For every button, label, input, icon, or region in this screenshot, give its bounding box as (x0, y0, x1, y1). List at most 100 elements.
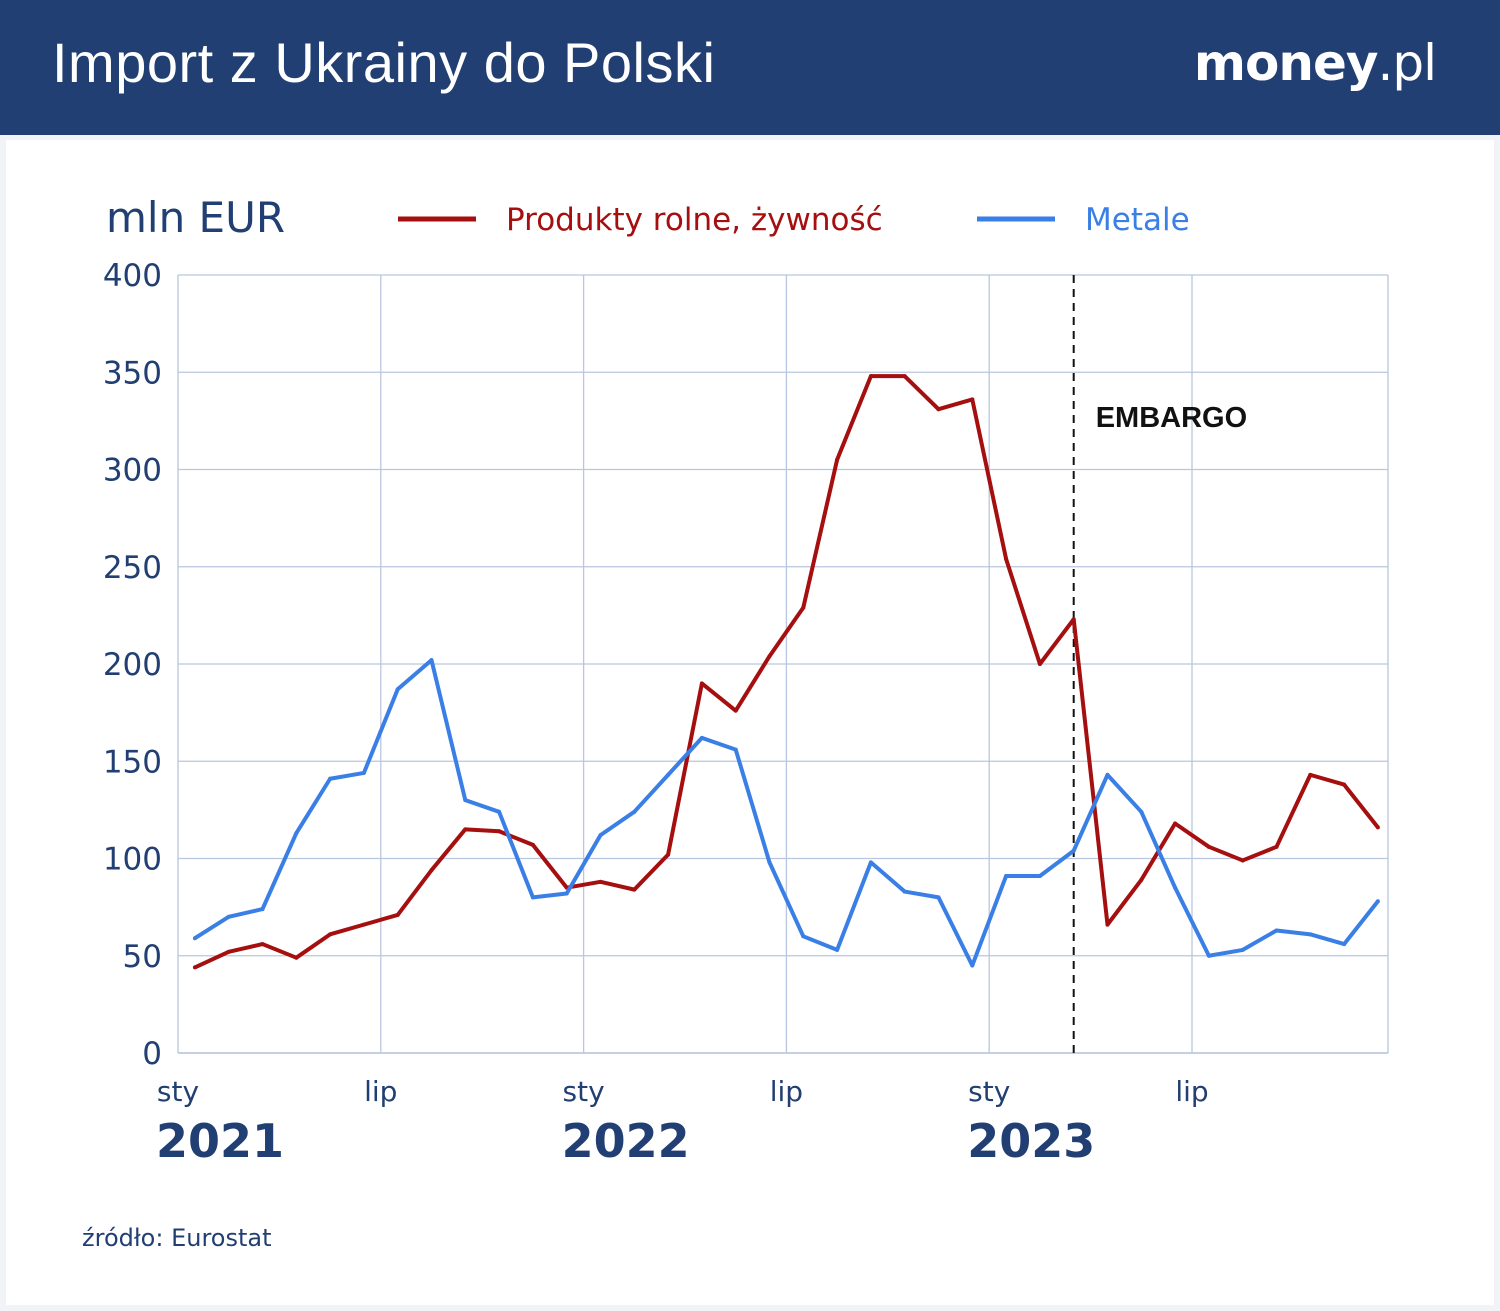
data-point (497, 809, 502, 814)
data-point (1308, 932, 1313, 937)
legend-label: Produkty rolne, żywność (506, 202, 883, 238)
data-point (1105, 772, 1110, 777)
data-point (1375, 825, 1380, 830)
data-point (936, 407, 941, 412)
data-point (328, 776, 333, 781)
data-point (1240, 858, 1245, 863)
data-point (1139, 809, 1144, 814)
y-tick-label: 250 (103, 550, 162, 586)
x-tick-label: lip (1175, 1075, 1208, 1108)
data-point (632, 809, 637, 814)
data-point (1071, 617, 1076, 622)
data-point (1004, 874, 1009, 879)
data-point (564, 891, 569, 896)
data-point (835, 947, 840, 952)
data-point (1105, 922, 1110, 927)
data-point (260, 907, 265, 912)
source-note: źródło: Eurostat (82, 1224, 272, 1252)
data-point (1004, 556, 1009, 561)
data-point (767, 860, 772, 865)
data-point (1206, 953, 1211, 958)
data-point (1342, 782, 1347, 787)
data-point (699, 681, 704, 686)
data-point (1308, 772, 1313, 777)
x-tick-label: sty (968, 1075, 1010, 1108)
data-point (463, 798, 468, 803)
data-point (1240, 947, 1245, 952)
header: Import z Ukrainy do Polski money.pl (0, 0, 1500, 135)
data-point (226, 949, 231, 954)
data-point (666, 772, 671, 777)
y-tick-label: 200 (103, 647, 162, 683)
data-point (395, 912, 400, 917)
y-tick-label: 400 (103, 258, 162, 294)
data-point (1206, 844, 1211, 849)
data-point (361, 770, 366, 775)
x-tick-label: lip (770, 1075, 803, 1108)
data-point (463, 827, 468, 832)
money-pl-logo: money.pl (1193, 34, 1437, 92)
data-point (192, 965, 197, 970)
data-point (936, 895, 941, 900)
data-point (328, 932, 333, 937)
series-line-metals (193, 658, 1380, 968)
y-axis-label: mln EUR (106, 193, 285, 242)
legend-label: Metale (1085, 202, 1190, 238)
series-line-agri (194, 374, 1380, 970)
data-point (598, 833, 603, 838)
data-point (970, 963, 975, 968)
y-tick-label: 150 (103, 744, 162, 780)
data-point (1139, 877, 1144, 882)
data-point (666, 852, 671, 857)
y-tick-label: 50 (123, 939, 162, 975)
data-point (733, 747, 738, 752)
chart-card (6, 140, 1494, 1305)
data-point (1274, 928, 1279, 933)
x-tick-label: lip (364, 1075, 397, 1108)
data-point (1037, 662, 1042, 666)
chart-title: Import z Ukrainy do Polski (52, 31, 716, 94)
data-point (1342, 942, 1347, 947)
data-point (767, 654, 772, 659)
data-point (970, 397, 975, 402)
data-point (395, 687, 400, 692)
y-tick-label: 100 (103, 842, 162, 878)
data-point (868, 860, 873, 865)
data-point (902, 374, 907, 379)
data-point (801, 605, 806, 610)
data-point (835, 457, 840, 462)
embargo-label: EMBARGO (1096, 402, 1247, 434)
data-point (294, 955, 299, 960)
data-point (530, 842, 535, 847)
data-point (733, 708, 738, 713)
data-point (1037, 874, 1042, 879)
data-point (429, 868, 434, 873)
data-point (1173, 821, 1178, 826)
y-tick-label: 0 (142, 1036, 162, 1072)
data-point (699, 735, 704, 740)
data-point (902, 889, 907, 894)
data-point (632, 887, 637, 892)
y-tick-label: 300 (103, 453, 162, 489)
x-year-label: 2023 (967, 1114, 1095, 1168)
x-year-label: 2021 (156, 1114, 284, 1168)
data-point (1071, 848, 1076, 853)
x-tick-label: sty (157, 1075, 199, 1108)
x-tick-label: sty (563, 1075, 605, 1108)
data-point (801, 934, 806, 939)
data-point (226, 914, 231, 919)
data-point (361, 922, 366, 927)
data-point (1375, 899, 1380, 904)
data-point (429, 658, 434, 663)
data-point (497, 829, 502, 834)
data-point (1173, 885, 1178, 890)
data-point (598, 879, 603, 884)
data-point (1274, 844, 1279, 849)
data-point (530, 895, 535, 900)
data-point (260, 942, 265, 947)
x-year-label: 2022 (562, 1114, 690, 1168)
data-point (868, 374, 873, 379)
y-tick-label: 350 (103, 355, 162, 391)
data-point (294, 831, 299, 836)
